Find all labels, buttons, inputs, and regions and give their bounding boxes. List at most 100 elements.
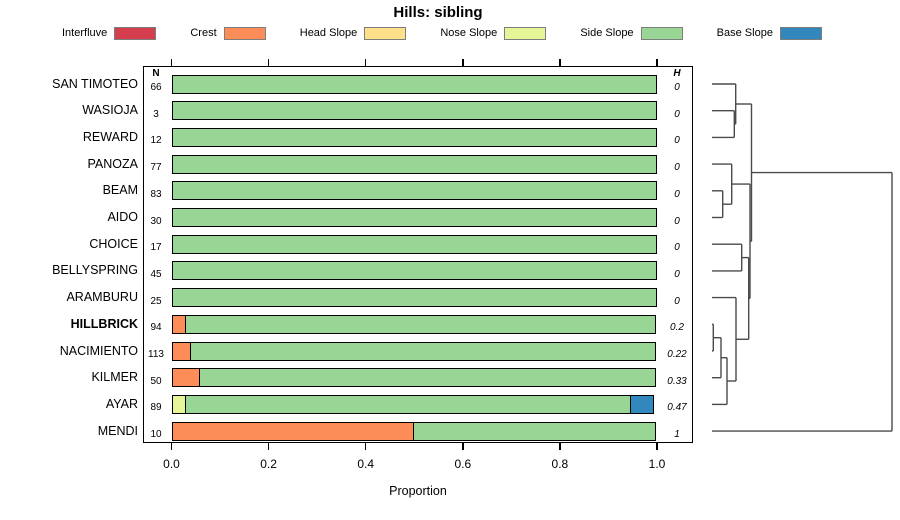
axis-tick (364, 59, 367, 66)
h-value: 0.47 (667, 402, 687, 414)
bar-segment-side-slope (199, 368, 656, 388)
legend-swatch (640, 26, 683, 40)
n-value: 17 (150, 242, 162, 254)
legend-item: Interfluve (62, 26, 157, 40)
h-value: 1 (674, 429, 680, 441)
legend-item: Head Slope (299, 26, 407, 40)
bar-segment-side-slope (171, 154, 657, 174)
category-label: BELLYSPRING (52, 263, 138, 278)
bar (171, 181, 657, 201)
bar-segment-side-slope (171, 101, 657, 121)
h-value: 0 (674, 82, 680, 93)
n-value: 66 (150, 82, 162, 93)
legend-label: Nose Slope (440, 27, 498, 39)
bar-segment-side-slope (171, 288, 657, 308)
category-label: NACIMIENTO (59, 343, 138, 358)
legend-label: Side Slope (580, 27, 634, 39)
bar-segment-side-slope (184, 314, 656, 334)
legend-swatch (779, 26, 822, 40)
legend-item: Nose Slope (440, 26, 547, 40)
axis-tick (656, 59, 658, 66)
h-value: 0.33 (667, 375, 687, 387)
bar-segment-side-slope (412, 421, 656, 441)
category-label: CHOICE (89, 236, 138, 251)
bar-segment-side-slope (171, 208, 657, 227)
h-value: 0 (674, 268, 680, 280)
category-label: BEAM (102, 183, 138, 198)
h-value: 0 (674, 108, 680, 120)
h-value: 0 (674, 162, 680, 174)
h-value: 0.22 (667, 349, 687, 360)
n-value: 50 (150, 375, 162, 387)
n-value: 113 (148, 349, 164, 360)
n-value: 3 (153, 108, 159, 120)
legend-item: Crest (190, 26, 266, 40)
category-label: KILMER (91, 370, 138, 385)
category-label: AIDO (107, 210, 138, 224)
h-column-header: H (673, 68, 681, 79)
h-value: 0.2 (670, 322, 684, 334)
axis-tick (170, 59, 173, 66)
chart-title: Hills: sibling (393, 4, 483, 21)
category-label: HILLBRICK (70, 316, 138, 331)
axis-tick (656, 443, 658, 450)
legend: Interfluve Crest Head Slope Nose Slope Side … (62, 24, 822, 42)
axis-tick (559, 59, 561, 66)
axis-tick-label: 0.6 (454, 457, 472, 471)
h-value: 0 (674, 242, 680, 254)
bar (171, 234, 657, 254)
axis-tick-label: 0.2 (260, 457, 277, 471)
axis-tick (559, 443, 561, 450)
bar (171, 154, 657, 174)
axis-tick-label: 1.0 (648, 457, 666, 471)
bar-segment-side-slope (171, 234, 657, 254)
bar (171, 101, 657, 121)
axis-tick (170, 443, 173, 450)
category-label: MENDI (97, 423, 138, 438)
legend-item: Base Slope (717, 26, 822, 40)
bar (171, 341, 658, 361)
bar-segment-side-slope (171, 181, 657, 201)
legend-swatch (364, 26, 407, 40)
category-label: PANOZA (87, 156, 138, 171)
bar-segment-side-slope (171, 127, 657, 147)
axis-tick-label: 0.8 (551, 457, 569, 471)
legend-swatch (114, 26, 157, 40)
n-value: 94 (150, 322, 162, 334)
n-value: 89 (150, 402, 162, 414)
category-label: WASIOJA (82, 103, 138, 118)
bar-segment-base-slope (629, 394, 655, 414)
axis-tick-label: 0.0 (163, 457, 180, 471)
n-value: 10 (150, 429, 162, 441)
legend-item: Side Slope (580, 26, 683, 40)
bar (171, 127, 657, 147)
bar-segment-side-slope (171, 74, 657, 94)
axis-tick (462, 443, 464, 450)
bar (171, 208, 657, 227)
n-value: 77 (150, 162, 162, 174)
bar (171, 394, 658, 414)
h-value: 0 (674, 295, 680, 307)
h-value: 0 (674, 135, 680, 147)
category-label: ARAMBURU (66, 290, 138, 305)
n-value: 25 (150, 295, 162, 307)
bar (171, 261, 657, 281)
bar-segment-side-slope (171, 261, 657, 281)
legend-label: Head Slope (299, 27, 358, 39)
h-value: 0 (674, 215, 680, 227)
bar (171, 314, 658, 334)
axis-tick (462, 59, 464, 66)
bar (171, 74, 657, 94)
x-axis-title: Proportion (389, 484, 447, 498)
axis-tick (267, 443, 270, 450)
n-value: 12 (150, 135, 162, 147)
axis-tick (267, 59, 270, 66)
legend-label: Crest (190, 27, 217, 39)
bar (171, 288, 657, 308)
category-label: AYAR (105, 396, 138, 411)
category-label: SAN TIMOTEO (52, 76, 138, 91)
bar (171, 421, 658, 441)
n-value: 83 (150, 188, 162, 200)
